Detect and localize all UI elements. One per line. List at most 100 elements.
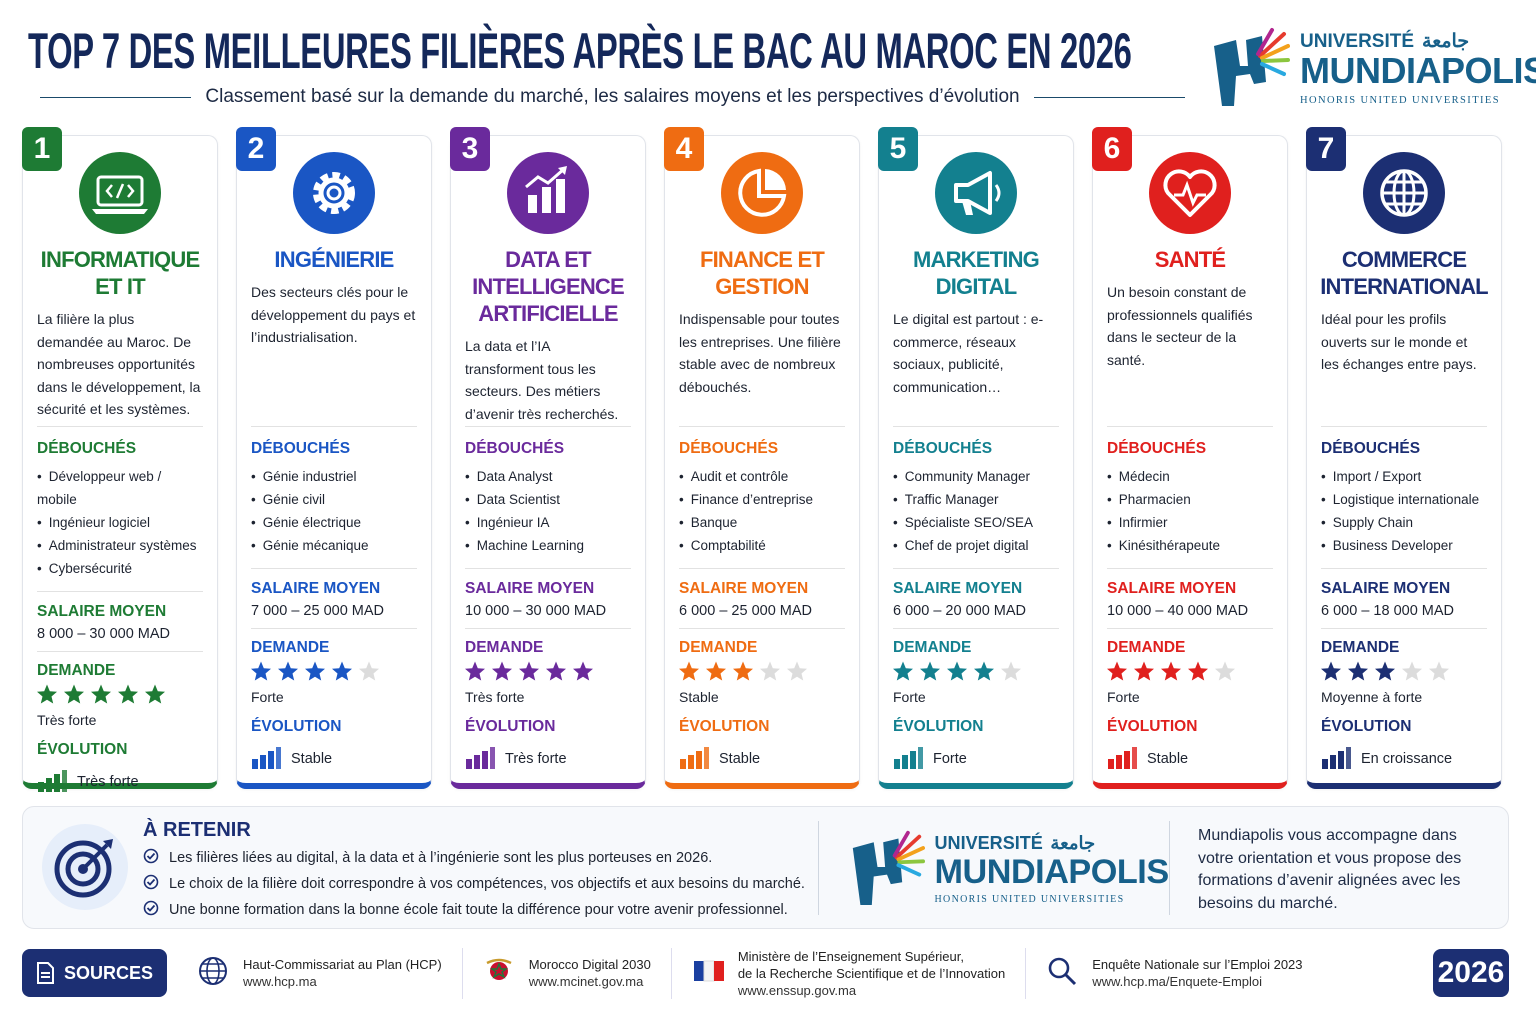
job: Data Analyst [465,465,631,488]
rule [1033,96,1185,98]
stars [465,661,593,681]
icon [935,152,1017,234]
job: Ingénieur logiciel [37,511,203,534]
salaire-label: SALAIRE MOYEN [251,580,381,597]
salaire-label: SALAIRE MOYEN [1107,580,1237,597]
evolution-row: Très forte [37,768,203,796]
salary: 6 000 – 18 000 MAD [1321,603,1455,619]
salary: 10 000 – 40 000 MAD [1107,603,1249,619]
logo-universite: UNIVERSITÉ [934,833,1043,854]
job: Supply Chain [1321,511,1487,534]
card-top: INFORMATIQUE ET IT La filière la plus dem… [37,136,203,426]
evolution-label: ÉVOLUTION [893,718,984,735]
star [278,661,298,681]
icon [79,152,161,234]
check [143,848,159,864]
check [143,874,159,890]
evolution-icon [893,745,923,773]
icon-glyph [92,175,148,214]
star [947,661,967,681]
evolution: Stable [1147,751,1189,767]
star [37,684,57,704]
demande-label: DEMANDE [465,639,544,656]
job: Banque [679,511,845,534]
source-glyph [1048,957,1077,986]
divider [679,426,845,427]
evolution-row: Stable [679,745,845,773]
job: Import / Export [1321,465,1487,488]
check [143,900,159,916]
cards: 1 INFORMATIQUE ET IT La filière la plus de… [22,127,1502,792]
card: 1 INFORMATIQUE ET IT La filière la plus de… [22,127,218,792]
icon [507,152,589,234]
sources-badge: SOURCES [22,949,168,997]
star [733,661,753,681]
demand: Stable [679,689,719,705]
demand: Très forte [465,689,525,705]
star [1001,661,1021,681]
card-title: COMMERCE INTERNATIONAL [1320,247,1488,299]
evo-glyph [252,747,281,769]
demand: Moyenne à forte [1321,689,1423,705]
evo-glyph [38,770,67,792]
icon [1149,152,1231,234]
evo-glyph [466,747,495,769]
star-rating [679,661,807,681]
title-box: TOP 7 DES MEILLEURES FILIÈRES APRÈS LE B… [28,22,1198,82]
evolution-icon [1321,745,1351,773]
divider [1321,628,1487,629]
source-url: www.mcinet.gov.ma [528,974,644,989]
separator [1169,821,1170,915]
job: Génie électrique [251,511,417,534]
debouches-label: DÉBOUCHÉS [1107,440,1207,457]
salaire-label: SALAIRE MOYEN [465,580,595,597]
logo-arabic: جامعة [1422,31,1470,52]
salary: 6 000 – 20 000 MAD [893,603,1027,619]
divider [893,426,1059,427]
source-text: Enquête Nationale sur l’Emploi 2023 www.h… [1092,956,1302,990]
logo: UNIVERSITÉ جامعة MUNDIAPOLIS HONORIS UNITED… [1210,26,1536,110]
card: 5 MARKETING DIGITAL Le digital est partout… [878,127,1074,789]
card: 6 SANTÉ Un besoin constant de professionne… [1092,127,1288,789]
star [64,684,84,704]
demande-label: DEMANDE [37,662,116,679]
job: Médecin [1107,465,1273,488]
source-text: Ministère de l’Enseignement Supérieur, de… [738,948,1005,999]
job: Génie mécanique [251,534,417,557]
source-text: Morocco Digital 2030 www.mcinet.gov.ma [529,956,651,990]
source-icon [483,955,517,991]
demande-label: DEMANDE [893,639,972,656]
star [1429,661,1449,681]
debouches-label: DÉBOUCHÉS [679,440,779,457]
source-name: Ministère de l’Enseignement Supérieur, [737,948,964,964]
star [546,661,566,681]
evolution: Stable [291,751,333,767]
source-glyph [693,960,724,982]
star-rating [251,661,379,681]
retenir-text: Les filières liées au digital, à la data… [169,850,713,866]
star [118,684,138,704]
demand: Très forte [37,712,97,728]
star [359,661,379,681]
demand: Forte [893,689,926,705]
card-title: INGÉNIERIE [274,247,394,272]
rank-badge: 7 [1306,127,1346,171]
source: Morocco Digital 2030 www.mcinet.gov.ma [461,947,671,999]
divider [251,426,417,427]
retenir-item: Une bonne formation dans la bonne école … [143,897,805,923]
jobs-list: Community ManagerTraffic ManagerSpéciali… [893,465,1059,557]
target-icon [42,824,128,910]
evolution: Stable [719,751,761,767]
year-badge: 2026 [1433,949,1509,997]
evo-glyph [680,747,709,769]
source-glyph [199,957,228,985]
source: Enquête Nationale sur l’Emploi 2023 www.h… [1025,947,1433,999]
star-rating [465,661,593,681]
rule [40,96,192,98]
card-title: FINANCE ET GESTION [699,247,825,299]
description: Indispensable pour toutes les entreprise… [679,311,841,395]
evolution: Forte [933,751,967,767]
card-top: COMMERCE INTERNATIONAL Idéal pour les pro… [1320,136,1489,426]
source-url: www.hcp.ma/Enquete-Emploi [1092,974,1263,989]
retenir-item: Les filières liées au digital, à la data… [143,845,805,871]
